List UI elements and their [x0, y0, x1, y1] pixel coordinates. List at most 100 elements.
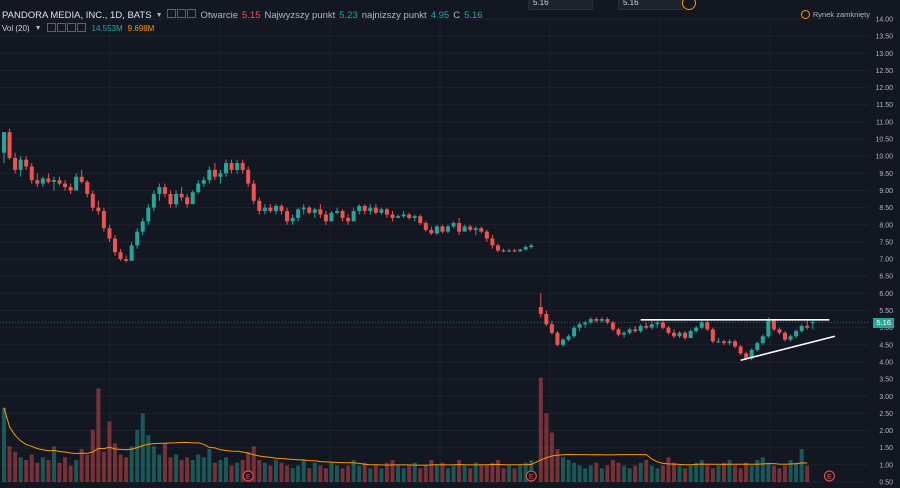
- candle-body: [46, 178, 51, 182]
- candle-body: [179, 193, 184, 198]
- volume-bar: [694, 462, 699, 482]
- candle-body: [699, 322, 704, 328]
- candle-body: [599, 319, 604, 321]
- volume-bar: [666, 457, 671, 482]
- candle-body: [79, 176, 84, 182]
- volume-bar: [368, 468, 373, 482]
- top-input-right[interactable]: 5.16: [618, 0, 683, 10]
- candle-body: [688, 331, 693, 338]
- volume-bar: [296, 465, 301, 482]
- volume-bar: [362, 462, 367, 482]
- volume-bar: [473, 462, 478, 482]
- y-tick-label: 13.50: [875, 34, 893, 41]
- volume-bar: [407, 465, 412, 482]
- candle-body: [783, 332, 787, 340]
- volume-bar: [168, 457, 173, 482]
- y-tick-label: 2.00: [879, 428, 893, 435]
- candle-body: [335, 211, 339, 213]
- volume-bar: [544, 413, 549, 482]
- volume-bar: [190, 460, 195, 482]
- volume-bar: [655, 468, 660, 482]
- volume-bar: [605, 465, 610, 482]
- volume-bar: [418, 468, 423, 482]
- chevron-down-icon[interactable]: ▼: [155, 11, 163, 19]
- chart-legend: PANDORA MEDIA, INC., 1D, BATS ▼ Otwarcie…: [2, 9, 483, 21]
- candle-body: [555, 332, 560, 345]
- volume-bar: [79, 449, 84, 482]
- earnings-marker-label: E: [529, 474, 534, 481]
- candle-body: [190, 192, 195, 205]
- volume-value: 14.553M: [91, 24, 123, 33]
- candle-body: [495, 245, 500, 251]
- volume-bar: [538, 377, 543, 482]
- volume-bar: [805, 465, 810, 482]
- volume-bar: [716, 465, 721, 482]
- candle-body: [146, 207, 151, 222]
- candle-body: [74, 176, 79, 191]
- volume-bar: [610, 460, 615, 482]
- chevron-down-icon[interactable]: ▼: [34, 25, 42, 32]
- candle-body: [660, 322, 665, 328]
- candle-body: [788, 336, 793, 340]
- volume-bar: [561, 457, 565, 482]
- candle-body: [777, 329, 782, 333]
- candle-body: [129, 245, 134, 261]
- candle-body: [13, 157, 18, 170]
- candle-body: [655, 322, 660, 325]
- volume-bar: [749, 465, 754, 482]
- candle-body: [151, 193, 156, 208]
- symbol-label[interactable]: PANDORA MEDIA, INC., 1D, BATS: [2, 9, 152, 21]
- candle-body: [529, 245, 534, 248]
- volume-bar: [633, 465, 638, 482]
- volume-bar: [622, 465, 627, 482]
- volume-bar: [771, 465, 776, 482]
- candle-body: [694, 327, 699, 332]
- candle-body: [346, 217, 351, 222]
- candle-body: [677, 332, 682, 337]
- volume-bar: [235, 462, 240, 482]
- volume-bar: [290, 468, 295, 482]
- volume-bar: [18, 457, 23, 482]
- volume-bar: [196, 454, 201, 482]
- volume-bar: [783, 465, 787, 482]
- candle-body: [749, 349, 754, 359]
- alert-icon[interactable]: [682, 0, 696, 10]
- volume-label[interactable]: Vol (20): [2, 24, 30, 33]
- volume-bar: [733, 465, 738, 482]
- volume-bar: [329, 462, 334, 482]
- candle-body: [229, 163, 234, 170]
- volume-bar: [490, 462, 495, 482]
- volume-bar: [616, 462, 621, 482]
- y-tick-label: 4.00: [879, 359, 893, 366]
- candle-body: [633, 329, 638, 332]
- volume-bar: [74, 460, 79, 482]
- candle-body: [340, 211, 345, 218]
- top-input-left[interactable]: 5.16: [528, 0, 593, 10]
- candle-body: [318, 209, 323, 215]
- candle-body: [649, 324, 654, 328]
- candle-body: [351, 211, 356, 222]
- candle-body: [296, 209, 301, 218]
- close-value: 5.16: [464, 9, 483, 21]
- last-price-badge: 5.16: [873, 318, 894, 328]
- candle-body: [29, 166, 34, 181]
- candle-body: [805, 325, 810, 328]
- volume-bar: [224, 457, 228, 482]
- candle-body: [738, 346, 743, 354]
- volume-bar: [218, 460, 223, 482]
- y-tick-label: 5.00: [879, 325, 893, 332]
- candle-body: [290, 217, 295, 222]
- candle-body: [412, 216, 417, 218]
- candle-body: [273, 205, 278, 212]
- volume-bar: [699, 460, 704, 482]
- candle-body: [40, 178, 45, 184]
- volume-bar: [307, 468, 312, 482]
- volume-bar: [124, 457, 129, 482]
- candle-body: [51, 180, 56, 182]
- candle-body: [755, 343, 760, 350]
- candle-body: [605, 319, 610, 323]
- volume-bar: [268, 465, 273, 482]
- candle-body: [666, 327, 671, 333]
- volume-bar: [118, 454, 123, 482]
